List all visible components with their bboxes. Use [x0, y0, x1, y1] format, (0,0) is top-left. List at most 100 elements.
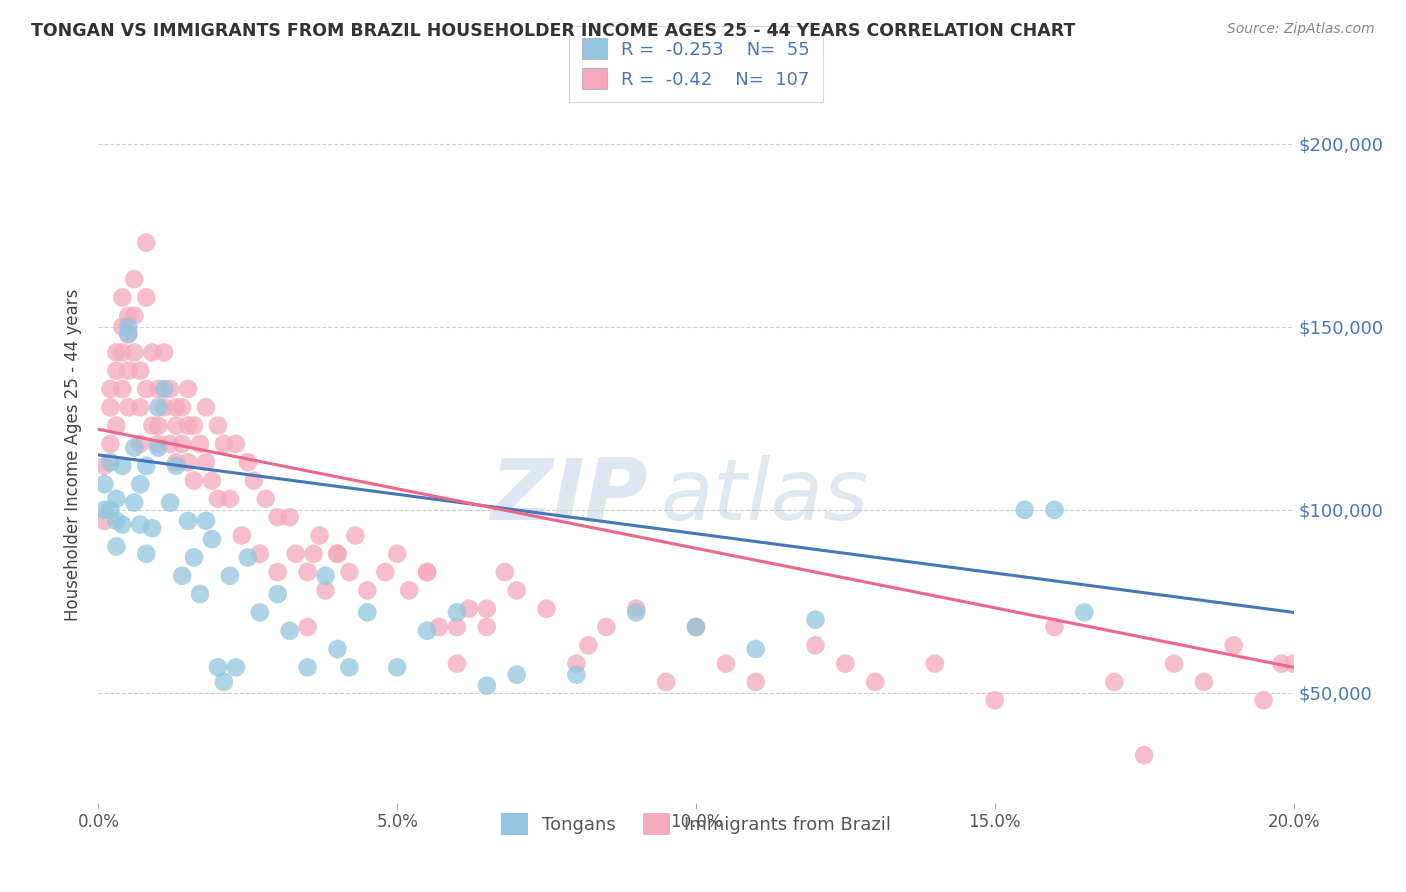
Point: [834, 657, 856, 671]
Point: [111, 382, 134, 396]
Point: [536, 601, 558, 615]
Point: [148, 382, 170, 396]
Point: [236, 455, 259, 469]
Point: [105, 345, 128, 359]
Text: Source: ZipAtlas.com: Source: ZipAtlas.com: [1227, 22, 1375, 37]
Point: [212, 675, 235, 690]
Point: [93, 503, 115, 517]
Point: [231, 528, 253, 542]
Point: [111, 290, 134, 304]
Point: [804, 613, 827, 627]
Point: [135, 382, 157, 396]
Point: [177, 418, 200, 433]
Point: [195, 514, 218, 528]
Point: [129, 477, 152, 491]
Point: [804, 638, 827, 652]
Point: [356, 583, 378, 598]
Point: [326, 547, 349, 561]
Point: [385, 547, 409, 561]
Point: [1192, 675, 1215, 690]
Point: [117, 327, 139, 342]
Point: [254, 491, 277, 506]
Point: [111, 458, 134, 473]
Point: [446, 606, 468, 620]
Point: [117, 327, 139, 342]
Point: [124, 495, 146, 509]
Point: [124, 441, 146, 455]
Point: [219, 491, 242, 506]
Point: [165, 458, 187, 473]
Point: [188, 587, 211, 601]
Point: [159, 437, 181, 451]
Point: [924, 657, 946, 671]
Point: [1253, 693, 1275, 707]
Point: [207, 418, 229, 433]
Point: [1073, 606, 1095, 620]
Point: [117, 309, 139, 323]
Point: [177, 382, 200, 396]
Point: [225, 437, 247, 451]
Point: [159, 382, 181, 396]
Point: [595, 620, 617, 634]
Point: [278, 624, 301, 638]
Point: [129, 437, 152, 451]
Point: [177, 514, 200, 528]
Point: [105, 364, 128, 378]
Point: [385, 660, 409, 674]
Point: [111, 517, 134, 532]
Point: [494, 565, 516, 579]
Point: [267, 565, 290, 579]
Point: [1223, 638, 1246, 652]
Point: [148, 418, 170, 433]
Point: [284, 547, 307, 561]
Point: [195, 401, 218, 415]
Point: [326, 642, 349, 657]
Point: [172, 437, 194, 451]
Point: [356, 606, 378, 620]
Point: [427, 620, 450, 634]
Point: [297, 660, 319, 674]
Point: [1043, 503, 1066, 517]
Point: [207, 491, 229, 506]
Point: [1014, 503, 1036, 517]
Point: [326, 547, 349, 561]
Point: [172, 401, 194, 415]
Point: [201, 532, 224, 546]
Point: [302, 547, 325, 561]
Point: [141, 345, 163, 359]
Point: [626, 601, 648, 615]
Point: [416, 565, 439, 579]
Point: [159, 495, 181, 509]
Point: [148, 401, 170, 415]
Point: [105, 418, 128, 433]
Point: [339, 565, 361, 579]
Point: [308, 528, 330, 542]
Point: [153, 345, 176, 359]
Point: [344, 528, 367, 542]
Point: [1282, 657, 1305, 671]
Point: [111, 319, 134, 334]
Point: [1133, 748, 1156, 763]
Point: [236, 550, 259, 565]
Text: ZIP: ZIP: [491, 455, 648, 538]
Point: [475, 679, 498, 693]
Point: [565, 657, 588, 671]
Point: [207, 660, 229, 674]
Point: [117, 319, 139, 334]
Point: [135, 290, 157, 304]
Point: [1043, 620, 1066, 634]
Point: [475, 620, 498, 634]
Point: [458, 601, 481, 615]
Point: [984, 693, 1007, 707]
Point: [578, 638, 600, 652]
Point: [225, 660, 247, 674]
Point: [249, 547, 271, 561]
Point: [98, 437, 122, 451]
Point: [98, 382, 122, 396]
Point: [165, 401, 187, 415]
Point: [93, 477, 115, 491]
Point: [172, 568, 194, 582]
Point: [105, 540, 128, 554]
Point: [446, 620, 468, 634]
Point: [129, 401, 152, 415]
